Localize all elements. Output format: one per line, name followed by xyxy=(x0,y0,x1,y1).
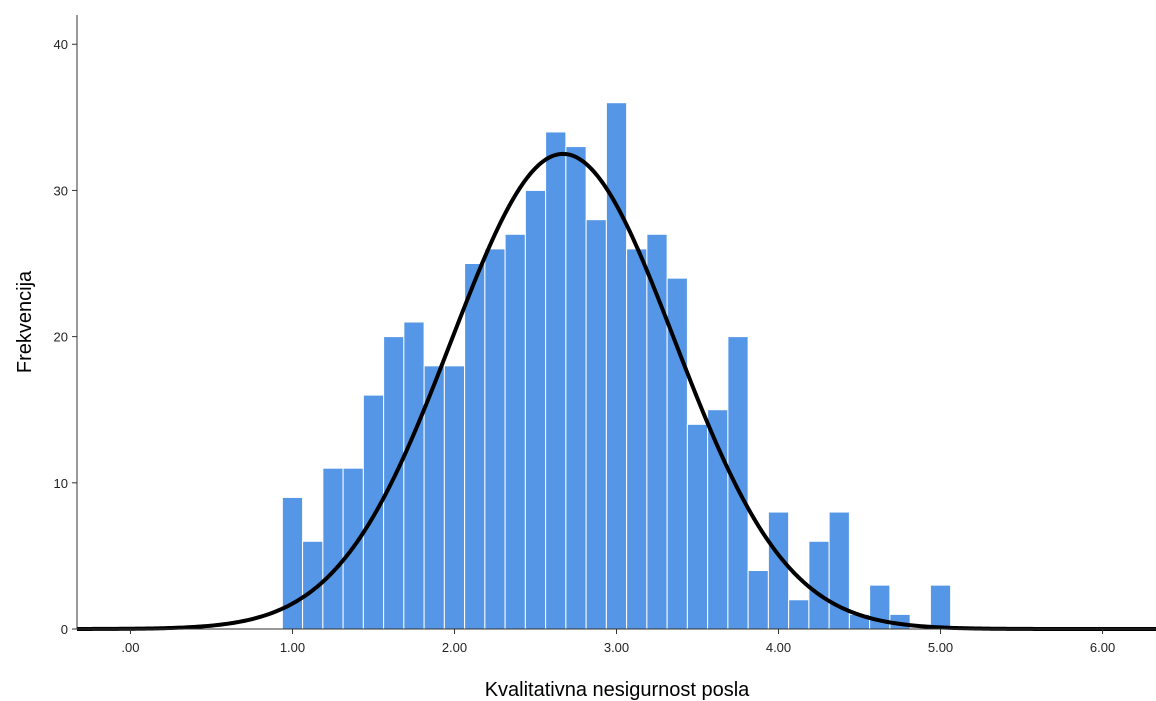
x-tick-label: 3.00 xyxy=(604,640,629,655)
y-axis-ticks: 0 10 20 30 40 xyxy=(54,37,77,637)
histogram-bar xyxy=(585,219,607,630)
histogram-bars xyxy=(281,102,952,630)
histogram-bar xyxy=(686,423,709,630)
x-tick-label: 1.00 xyxy=(280,640,305,655)
histogram-bar xyxy=(545,131,567,630)
histogram-bar xyxy=(605,102,628,630)
histogram-bar xyxy=(362,394,385,630)
histogram-bar xyxy=(565,146,587,630)
histogram-bar xyxy=(443,365,466,630)
x-tick-label: 4.00 xyxy=(766,640,791,655)
x-axis-title: Kvalitativna nesigurnost posla xyxy=(485,679,750,701)
histogram-bar xyxy=(524,189,547,630)
x-axis-ticks: .00 1.00 2.00 3.00 4.00 5.00 6.00 xyxy=(121,629,1115,655)
histogram-bar xyxy=(322,467,344,630)
histogram-bar xyxy=(464,263,486,630)
y-tick-label: 40 xyxy=(54,37,68,52)
x-tick-label: .00 xyxy=(121,640,139,655)
histogram-bar xyxy=(727,336,749,630)
x-tick-label: 6.00 xyxy=(1090,640,1115,655)
histogram-bar xyxy=(484,248,506,630)
y-tick-label: 10 xyxy=(54,476,68,491)
histogram-bar xyxy=(929,584,952,630)
histogram-bar xyxy=(403,321,425,630)
histogram-bar xyxy=(747,570,769,630)
histogram-bar xyxy=(504,233,526,630)
y-tick-label: 20 xyxy=(54,330,68,345)
histogram-bar xyxy=(788,599,810,630)
histogram-bar xyxy=(808,540,830,630)
y-axis-title: Frekvencija xyxy=(14,270,36,373)
normal-curve xyxy=(77,151,1156,631)
x-tick-label: 5.00 xyxy=(928,640,953,655)
histogram-bar xyxy=(767,511,790,630)
y-tick-label: 0 xyxy=(61,622,68,637)
y-tick-label: 30 xyxy=(54,183,68,198)
histogram-bar xyxy=(383,336,405,630)
histogram-bar xyxy=(626,248,648,630)
x-tick-label: 2.00 xyxy=(442,640,467,655)
